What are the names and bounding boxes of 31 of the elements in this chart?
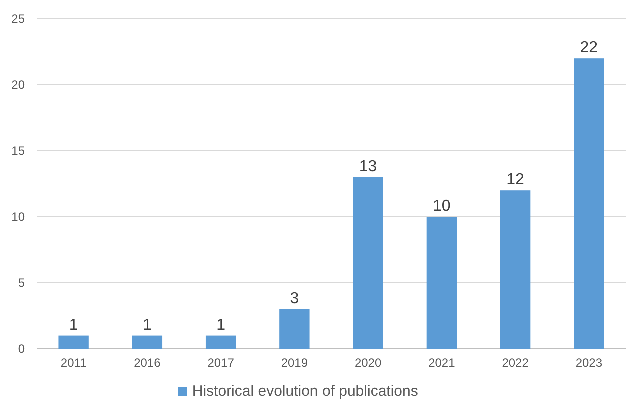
y-tick-label: 15 — [12, 144, 26, 158]
data-label: 1 — [216, 316, 226, 334]
x-tick-label: 2022 — [502, 356, 530, 370]
x-tick-label: 2011 — [60, 356, 88, 370]
data-label: 3 — [290, 290, 300, 308]
bar — [206, 336, 236, 349]
data-label: 1 — [142, 316, 152, 334]
x-tick-label: 2016 — [134, 356, 162, 370]
bar — [58, 336, 89, 349]
bar — [500, 190, 531, 349]
x-tick-label: 2023 — [576, 356, 603, 370]
y-tick-label: 20 — [12, 78, 26, 92]
bar — [280, 309, 310, 349]
y-tick-label: 10 — [12, 210, 26, 224]
y-tick-label: 5 — [18, 276, 26, 290]
bar — [132, 336, 163, 349]
data-label: 22 — [580, 40, 598, 57]
bar — [426, 217, 458, 349]
x-tick-label: 2021 — [428, 356, 456, 370]
data-label: 13 — [359, 158, 378, 176]
x-tick-label: 2019 — [281, 356, 308, 370]
x-tick-label: 2020 — [354, 356, 382, 370]
y-tick-label: 0 — [18, 342, 26, 356]
bar — [353, 177, 384, 349]
data-label: 12 — [506, 172, 525, 189]
data-label: 10 — [433, 198, 451, 215]
data-label: 1 — [69, 316, 78, 334]
x-tick-label: 2017 — [208, 356, 235, 370]
y-tick-label: 25 — [12, 12, 26, 26]
bar — [574, 58, 604, 349]
legend-label: Historical evolution of publications — [192, 383, 418, 400]
